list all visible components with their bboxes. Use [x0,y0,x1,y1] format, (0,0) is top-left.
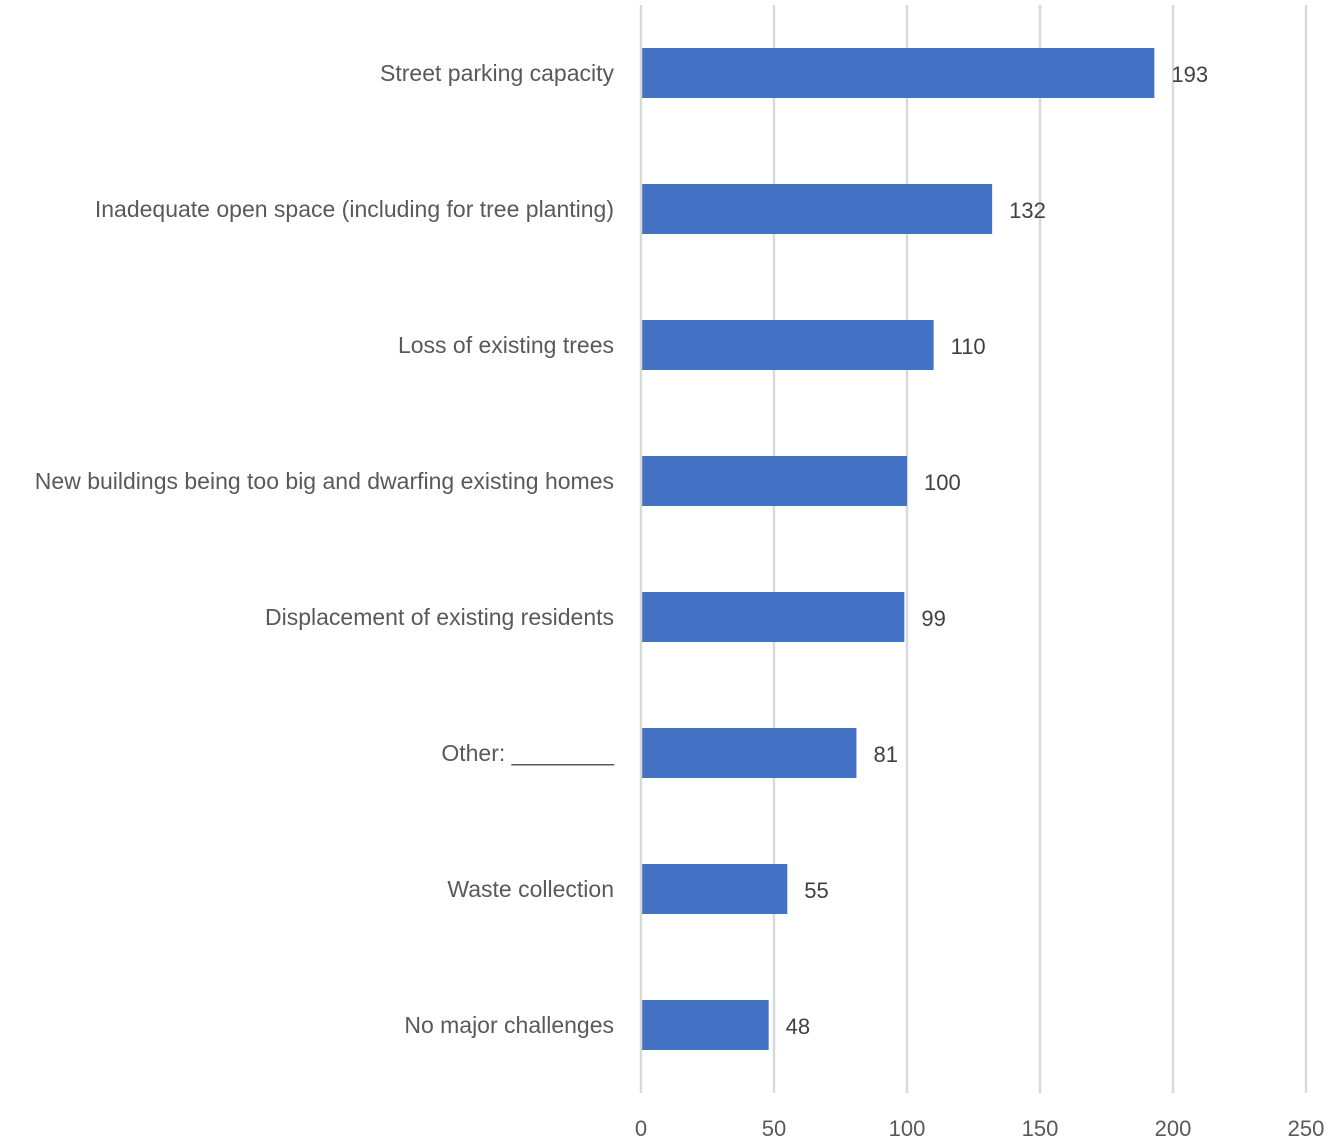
bars [641,48,1155,1050]
data-label: 48 [786,1014,810,1039]
x-tick-labels: 0 50 100 150 200 250 [635,1116,1324,1141]
bar [641,864,788,914]
x-tick-label: 200 [1155,1116,1192,1141]
category-label: No major challenges [404,1012,614,1038]
category-label: Loss of existing trees [398,332,614,358]
category-label: Inadequate open space (including for tre… [95,196,614,222]
gridlines [772,5,1308,1093]
x-tick-label: 50 [762,1116,786,1141]
category-label: Street parking capacity [380,60,614,86]
data-label: 55 [804,878,828,903]
data-label: 81 [873,742,897,767]
bar [641,48,1155,98]
x-tick-label: 150 [1022,1116,1059,1141]
category-label: Other: ________ [441,740,615,766]
bar [641,592,905,642]
category-labels: Street parking capacity Inadequate open s… [35,60,615,1038]
data-label: 100 [924,470,961,495]
bar [641,320,934,370]
data-label: 110 [951,334,986,359]
bar [641,456,907,506]
x-tick-label: 0 [635,1116,647,1141]
bar [641,184,993,234]
x-tick-label: 250 [1288,1116,1325,1141]
data-label: 132 [1009,198,1046,223]
data-label: 99 [921,606,945,631]
data-label: 193 [1171,62,1208,87]
data-labels: 193 132 110 100 99 81 55 48 [786,62,1208,1039]
x-tick-label: 100 [889,1116,926,1141]
bar [641,1000,769,1050]
bar [641,728,857,778]
category-label: Waste collection [447,876,614,902]
category-label: New buildings being too big and dwarfing… [35,468,614,494]
category-label: Displacement of existing residents [265,604,614,630]
